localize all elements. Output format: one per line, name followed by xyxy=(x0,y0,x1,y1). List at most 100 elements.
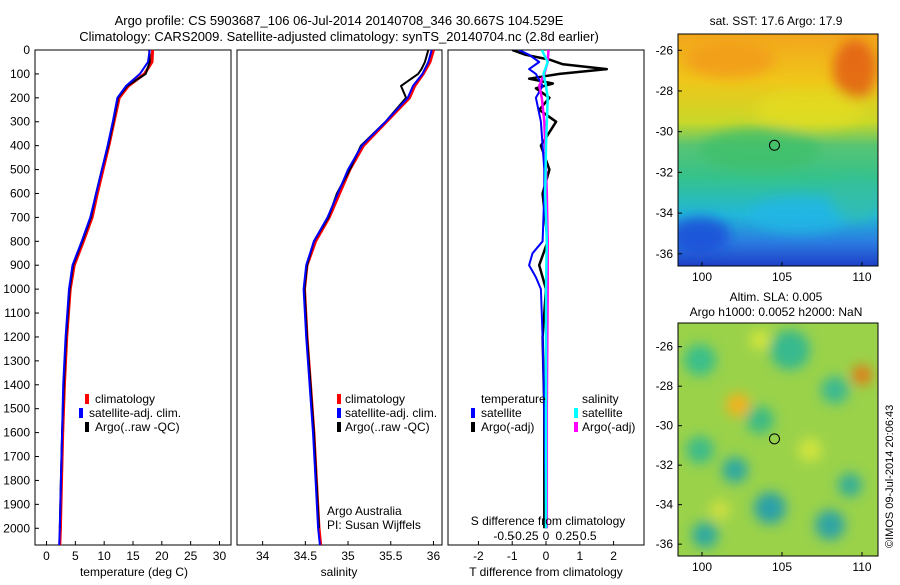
depth-tick-label: 900 xyxy=(10,258,30,272)
sla-eddy xyxy=(770,330,810,370)
map-y-tick-label: -36 xyxy=(656,537,674,551)
sla-map-panel: Altim. SLA: 0.005 Argo h1000: 0.0052 h20… xyxy=(656,290,879,574)
legend-swatch-satellite xyxy=(79,408,83,418)
sla-eddy xyxy=(754,492,786,524)
sst-heatmap xyxy=(678,34,878,266)
diff-legend-swatch-t-satellite xyxy=(471,408,475,418)
sst-map-axes: 100 105 110 -26 -28 -30 -32 -34 -36 xyxy=(656,43,872,284)
map-y-tick-label: -30 xyxy=(656,419,674,433)
sst-blue-patch xyxy=(678,217,730,253)
salinity-x-tick-label: 34.5 xyxy=(294,549,318,563)
sla-eddy xyxy=(722,457,748,483)
map-x-tick-label: 110 xyxy=(852,560,871,574)
temperature-series xyxy=(58,50,155,545)
salinity-x-tick-label: 34 xyxy=(256,549,270,563)
map-x-tick-label: 100 xyxy=(692,560,712,574)
map-y-tick-label: -30 xyxy=(656,125,674,139)
figure-title-line2: Climatology: CARS2009. Satellite-adjuste… xyxy=(79,29,599,44)
map-y-tick-label: -26 xyxy=(656,340,674,354)
map-y-tick-label: -32 xyxy=(656,165,674,179)
salinity-panel: 34 34.5 35 35.5 36 salinity climatology sate… xyxy=(236,49,443,579)
temperature-legend: climatology satellite-adj. clim. Argo(..… xyxy=(79,392,181,434)
diff-legend-label-s-satellite: satellite xyxy=(582,406,623,420)
salinity-series xyxy=(302,50,435,545)
sal-legend-swatch-argo xyxy=(337,422,341,432)
sla-eddy xyxy=(684,344,716,376)
sst-map-frame xyxy=(677,33,879,267)
depth-tick-label: 1900 xyxy=(3,497,30,511)
salinity-axes-box xyxy=(236,49,443,546)
legend-swatch-climatology xyxy=(85,394,89,404)
diff-t-satellite-line xyxy=(518,50,547,529)
sla-light-spot xyxy=(798,438,822,462)
diff-legend-label-s-argo: Argo(-adj) xyxy=(582,420,635,434)
salinity-annotation-line2: PI: Susan Wijffels xyxy=(327,518,421,532)
map-y-tick-label: -34 xyxy=(656,498,674,512)
salinity-x-tick-label: 35.5 xyxy=(379,549,403,563)
sla-warm-spot xyxy=(852,365,872,385)
map-y-tick-label: -28 xyxy=(656,84,674,98)
diff-s-satellite-line xyxy=(540,50,549,529)
salinity-annotation-line1: Argo Australia xyxy=(327,504,402,518)
salinity-x-tick-label: 35 xyxy=(341,549,355,563)
temp-satellite-line xyxy=(58,50,151,545)
depth-tick-label: 300 xyxy=(10,115,30,129)
sla-warm-spot xyxy=(726,393,750,417)
temperature-x-tick-label: 15 xyxy=(126,549,140,563)
sla-eddy xyxy=(692,522,718,548)
sal-legend-label-satellite: satellite-adj. clim. xyxy=(345,406,437,420)
diff-legend-title-salinity: salinity xyxy=(582,392,619,406)
sla-map-frame xyxy=(677,322,879,557)
temperature-axes-box xyxy=(34,49,232,546)
salinity-xlabel: salinity xyxy=(321,565,358,579)
depth-tick-label: 1100 xyxy=(4,306,30,320)
depth-tick-label: 2000 xyxy=(3,521,30,535)
map-x-tick-label: 100 xyxy=(692,270,712,284)
sst-yellow-patch xyxy=(755,90,865,130)
map-y-tick-label: -32 xyxy=(656,458,674,472)
temperature-x-axis: 0 5 10 15 20 25 30 xyxy=(43,541,226,563)
sla-map-title-line2: Argo h1000: 0.0052 h2000: NaN xyxy=(690,305,863,319)
diff-s-x-tick-label: 0.25 xyxy=(555,529,579,543)
sst-cyan-patch xyxy=(750,197,850,233)
sal-legend-swatch-climatology xyxy=(337,394,341,404)
depth-tick-label: 400 xyxy=(10,139,30,153)
temperature-x-tick-label: 10 xyxy=(97,549,111,563)
salinity-x-tick-label: 36 xyxy=(427,549,441,563)
depth-tick-label: 800 xyxy=(10,234,30,248)
legend-swatch-argo xyxy=(85,422,89,432)
sst-red-patch xyxy=(833,40,877,100)
map-y-tick-label: -26 xyxy=(656,43,674,57)
depth-tick-label: 700 xyxy=(10,210,30,224)
difference-xlabel: T difference from climatology xyxy=(469,565,623,579)
sla-light-spot xyxy=(710,500,730,520)
temperature-x-tick-label: 30 xyxy=(213,549,227,563)
sst-map-panel: sat. SST: 17.6 Argo: 17.9 100 105 110 -26 -2… xyxy=(656,14,879,284)
sst-map-title: sat. SST: 17.6 Argo: 17.9 xyxy=(710,14,843,28)
depth-tick-label: 0 xyxy=(23,43,30,57)
diff-t-x-tick-label: 1 xyxy=(576,549,583,563)
map-y-tick-label: -34 xyxy=(656,206,674,220)
sla-map-axes: 100 105 110 -26 -28 -30 -32 -34 -36 xyxy=(656,340,872,574)
map-y-tick-label: -28 xyxy=(656,379,674,393)
sla-eddy xyxy=(686,436,714,464)
sla-light-spot xyxy=(750,330,770,350)
map-x-tick-label: 105 xyxy=(772,560,792,574)
map-x-tick-label: 105 xyxy=(772,270,792,284)
difference-panel: -2 -1 0 1 2 -0.5-0.25 0 0.25 0.5 T difference fr… xyxy=(447,49,645,579)
salinity-x-axis: 34 34.5 35 35.5 36 xyxy=(256,541,441,563)
difference-legend: temperature salinity satellite Argo(-adj… xyxy=(471,392,635,434)
sal-legend-label-argo: Argo(..raw -QC) xyxy=(345,420,430,434)
diff-legend-label-t-argo: Argo(-adj) xyxy=(481,420,534,434)
depth-axis: 0 100 200 300 400 500 600 700 800 900 1000 1100 1200… xyxy=(3,43,39,535)
diff-s-x-tick-label: -0.5 xyxy=(493,529,514,543)
diff-legend-swatch-s-argo xyxy=(574,422,578,432)
legend-label-climatology: climatology xyxy=(95,392,155,406)
diff-legend-swatch-t-argo xyxy=(471,422,475,432)
sst-green-patch xyxy=(700,128,820,172)
sla-eddy xyxy=(821,376,849,404)
sla-heatmap xyxy=(678,323,878,556)
diff-s-x-tick-label: 0.5 xyxy=(580,529,597,543)
diff-legend-title-temperature: temperature xyxy=(481,392,546,406)
